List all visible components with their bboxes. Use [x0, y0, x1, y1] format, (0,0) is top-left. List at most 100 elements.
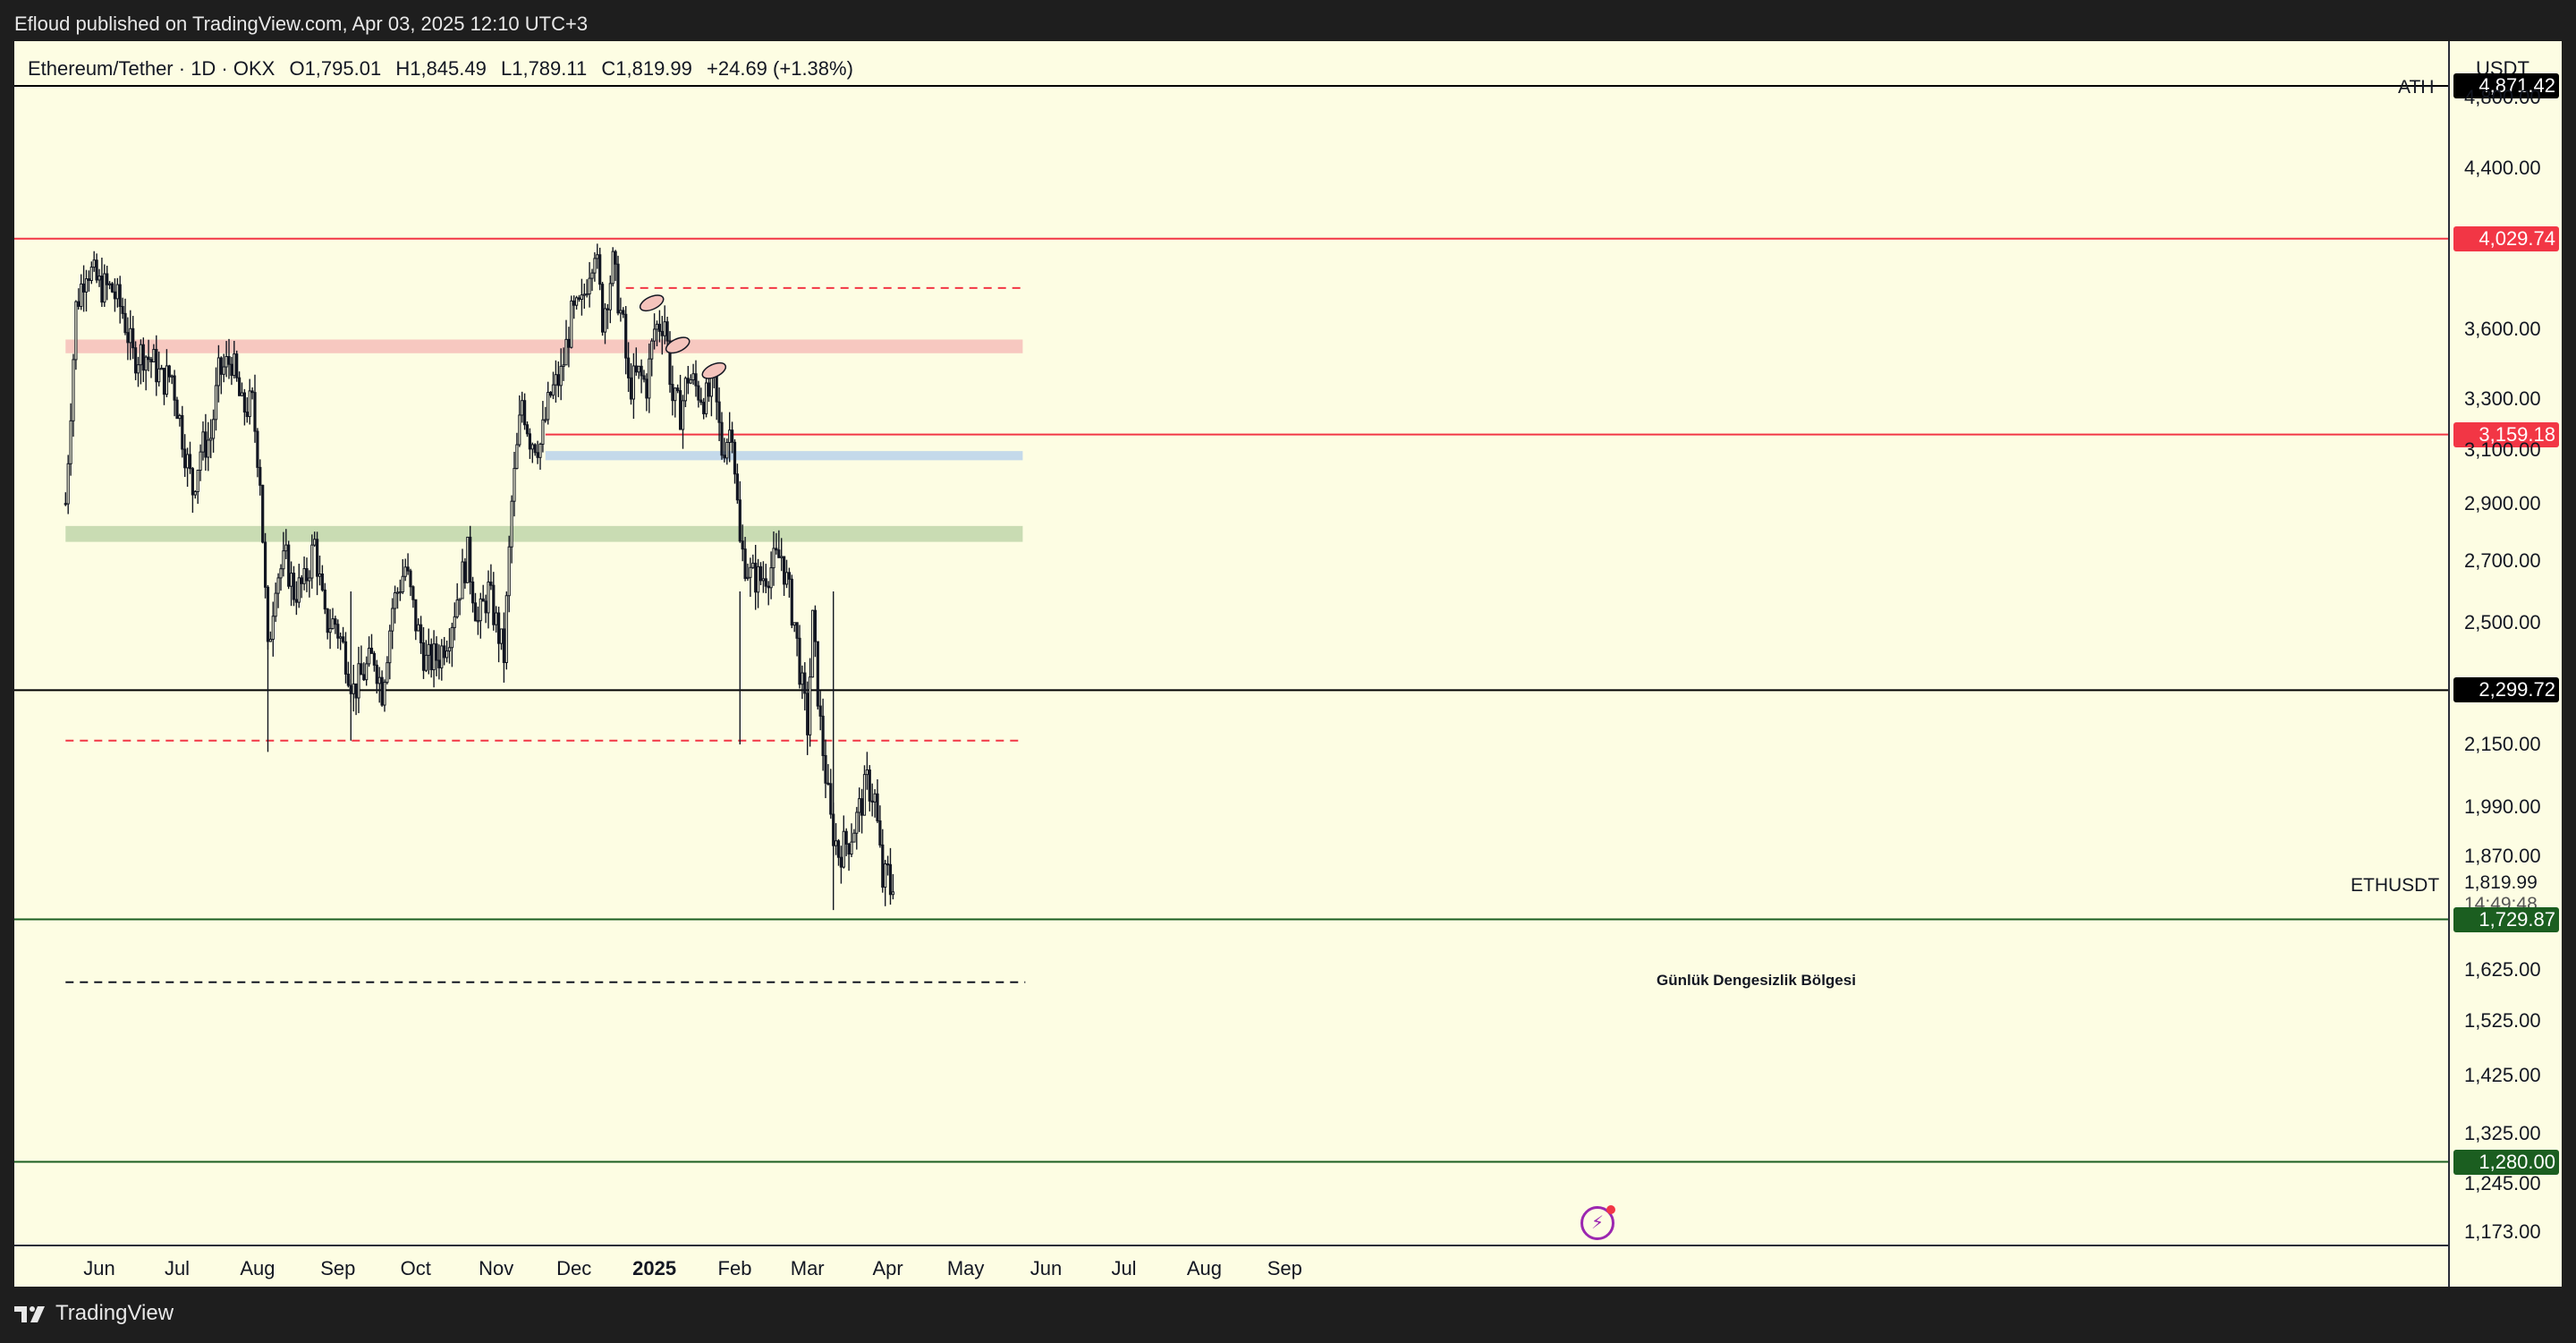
price-level-label[interactable]: 2,299.72 — [2453, 677, 2559, 703]
candle-body — [495, 612, 498, 625]
price-axis[interactable]: USDT 1,819.99 14:49:48 4,871.42 4,029.74 3… — [2448, 41, 2562, 1287]
chart-container[interactable]: Ethereum/Tether · 1D · OKX O1,795.01 H1,… — [14, 41, 2562, 1287]
legend-open: O1,795.01 — [289, 57, 382, 80]
swing-high-marker — [701, 361, 727, 379]
candle-body — [818, 705, 822, 717]
candle-body — [645, 378, 648, 399]
candle-body — [538, 443, 542, 458]
candle-body — [852, 832, 856, 843]
candle-body — [878, 820, 882, 846]
candle-body — [835, 840, 838, 846]
candle-body — [97, 276, 101, 281]
candle-body — [131, 327, 135, 349]
candle-body — [271, 616, 275, 641]
candle-body — [640, 365, 643, 377]
candle-body — [728, 429, 732, 444]
candle-body — [403, 566, 407, 577]
candlestick-chart[interactable] — [14, 41, 2448, 1245]
candle-body — [674, 387, 677, 402]
candle-body — [844, 830, 848, 845]
candle-body — [806, 693, 809, 735]
lightning-icon[interactable]: ⚡ — [1580, 1205, 1615, 1240]
candle-body — [108, 283, 112, 285]
candle-body — [518, 414, 521, 446]
time-axis[interactable]: Jun Jul Aug Sep Oct Nov Dec 2025 Feb Mar Apr May Jun… — [14, 1245, 2448, 1287]
price-level-label[interactable]: 3,159.18 — [2453, 421, 2559, 447]
candle-body — [152, 349, 156, 362]
candle-body — [212, 419, 216, 439]
candle-body — [637, 365, 640, 373]
candle-body — [572, 300, 576, 306]
candle-body — [679, 390, 682, 430]
candle-body — [155, 349, 158, 383]
ath-label: ATH — [2398, 77, 2435, 98]
x-tick-label: Oct — [400, 1257, 431, 1279]
candle-body — [746, 576, 750, 580]
candle-body — [479, 598, 482, 622]
x-tick-label: Nov — [479, 1257, 514, 1279]
candle-body — [562, 364, 565, 367]
price-pane[interactable]: Ethereum/Tether · 1D · OKX O1,795.01 H1,… — [14, 41, 2448, 1245]
candle-body — [528, 433, 531, 450]
candle-body — [697, 385, 700, 401]
candle-body — [84, 278, 89, 293]
legend-symbol[interactable]: Ethereum/Tether · 1D · OKX — [28, 57, 275, 80]
candle-body — [596, 254, 599, 259]
price-level-label[interactable]: 1,280.00 — [2453, 1149, 2559, 1175]
candle-body — [784, 572, 789, 585]
candle-body — [157, 368, 161, 383]
candle-body — [533, 444, 537, 454]
candle-body — [369, 647, 374, 654]
candle-body — [455, 599, 459, 617]
candle-body — [292, 573, 296, 600]
candle-body — [302, 568, 306, 584]
x-tick-label: Sep — [1267, 1257, 1302, 1279]
candle-body — [357, 663, 360, 699]
current-price: 1,819.99 — [2464, 872, 2538, 893]
candle-body — [282, 550, 285, 570]
tradingview-icon — [14, 1306, 45, 1322]
candle-body — [513, 468, 516, 502]
tradingview-logo[interactable]: TradingView — [14, 1301, 174, 1326]
candle-body — [276, 577, 280, 594]
candle-body — [419, 624, 423, 643]
candle-body — [245, 412, 249, 418]
candle-body — [622, 310, 625, 315]
candle-body — [118, 284, 122, 308]
candle-body — [593, 258, 597, 274]
y-tick-label: 1,245.00 — [2464, 1172, 2541, 1195]
price-level-label[interactable]: 4,871.42 — [2453, 73, 2559, 99]
candle-body — [585, 293, 589, 296]
candle-body — [69, 420, 72, 464]
zone-rect-2 — [65, 525, 1023, 542]
candle-body — [443, 645, 446, 659]
candle-body — [588, 277, 591, 294]
x-tick-label: Jun — [1030, 1257, 1063, 1279]
candle-body — [463, 561, 467, 583]
candle-body — [836, 840, 841, 858]
candle-body — [767, 585, 770, 589]
candle-body — [342, 636, 345, 642]
candle-body — [536, 452, 539, 458]
candle-body — [334, 618, 337, 625]
candle-body — [368, 647, 371, 665]
candle-body — [551, 384, 555, 396]
candle-body — [308, 577, 311, 582]
notification-dot — [1606, 1205, 1615, 1214]
candle-body — [411, 586, 415, 600]
candle-body — [707, 382, 711, 397]
imbalance-zone-label: Günlük Dengesizlik Bölgesi — [1657, 972, 1856, 989]
candle-body — [487, 582, 490, 614]
y-tick-label: 1,325.00 — [2464, 1122, 2541, 1145]
candle-body — [225, 355, 228, 368]
candle-body — [336, 624, 340, 639]
candle-body — [510, 500, 513, 548]
candle-body — [204, 431, 208, 458]
price-level-label[interactable]: 4,029.74 — [2453, 225, 2559, 251]
candle-body — [453, 616, 456, 628]
price-level-label[interactable]: 1,729.87 — [2453, 906, 2559, 932]
candle-body — [525, 424, 530, 435]
candle-body — [377, 676, 381, 684]
x-tick-label: Aug — [1186, 1257, 1222, 1279]
candle-body — [842, 830, 845, 868]
